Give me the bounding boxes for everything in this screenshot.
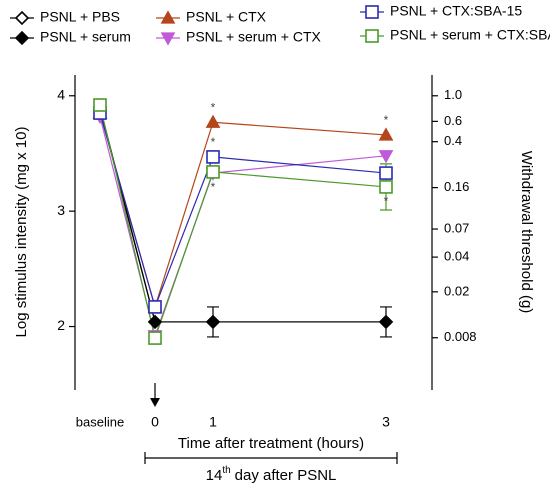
y-tick-label: 2 bbox=[57, 317, 65, 333]
period-suffix: th bbox=[222, 465, 230, 476]
series-line bbox=[99, 107, 386, 323]
legend-label: PSNL + serum + CTX:SBA-15 bbox=[390, 27, 550, 43]
x-tick-label: 3 bbox=[382, 414, 390, 430]
series-line bbox=[99, 109, 386, 323]
legend-marker bbox=[14, 10, 30, 26]
marker bbox=[378, 150, 394, 164]
legend-label: PSNL + CTX bbox=[186, 9, 267, 25]
series-line bbox=[99, 112, 387, 309]
marker bbox=[379, 166, 393, 180]
y2-tick-label: 0.6 bbox=[444, 113, 462, 128]
marker bbox=[148, 331, 162, 345]
legend-marker bbox=[365, 29, 379, 43]
marker bbox=[93, 98, 107, 112]
marker bbox=[205, 114, 221, 128]
marker bbox=[378, 314, 394, 330]
marker bbox=[206, 165, 220, 179]
y2-tick-label: 0.16 bbox=[444, 179, 469, 194]
y-tick-label: 4 bbox=[57, 86, 65, 102]
annotation: * bbox=[211, 100, 216, 114]
x-tick-label: 0 bbox=[151, 414, 159, 430]
y2-tick-label: 0.04 bbox=[444, 249, 469, 264]
marker bbox=[147, 314, 163, 330]
marker bbox=[378, 127, 394, 141]
series-line bbox=[99, 104, 387, 341]
x-tick-label: 1 bbox=[209, 414, 217, 430]
y2-tick-label: 0.07 bbox=[444, 220, 469, 235]
y2-tick-label: 0.4 bbox=[444, 133, 462, 148]
period-label: 14th day after PSNL bbox=[206, 465, 337, 484]
y-axis-label: Log stimulus intensity (mg x 10) bbox=[13, 127, 30, 338]
arrow-head bbox=[150, 398, 160, 407]
legend-label: PSNL + CTX:SBA-15 bbox=[390, 3, 522, 19]
annotation: * bbox=[211, 180, 216, 194]
period-text: day after PSNL bbox=[235, 467, 337, 484]
legend-label: PSNL + serum bbox=[40, 29, 131, 45]
annotation: * bbox=[384, 113, 389, 127]
y2-tick-label: 0.008 bbox=[444, 329, 477, 344]
annotation: * bbox=[211, 135, 216, 149]
legend-label: PSNL + serum + CTX bbox=[186, 29, 322, 45]
y-tick-label: 3 bbox=[57, 202, 65, 218]
period-bracket bbox=[144, 452, 398, 464]
series-line bbox=[99, 116, 387, 338]
legend-marker bbox=[160, 32, 176, 46]
y2-axis-label: Withdrawal threshold (g) bbox=[518, 151, 535, 314]
legend-label: PSNL + PBS bbox=[40, 9, 120, 25]
marker bbox=[205, 314, 221, 330]
legend-marker bbox=[160, 10, 176, 24]
legend-marker bbox=[365, 5, 379, 19]
legend-marker bbox=[14, 30, 30, 46]
y2-tick-label: 0.02 bbox=[444, 283, 469, 298]
marker bbox=[148, 300, 162, 314]
annotation: * bbox=[384, 194, 389, 208]
marker bbox=[379, 180, 393, 194]
marker bbox=[206, 150, 220, 164]
y2-tick-label: 1.0 bbox=[444, 87, 462, 102]
period-number: 14 bbox=[206, 467, 223, 484]
x-axis-label: Time after treatment (hours) bbox=[178, 435, 364, 452]
x-tick-label: baseline bbox=[76, 414, 124, 429]
series-line bbox=[99, 112, 387, 310]
